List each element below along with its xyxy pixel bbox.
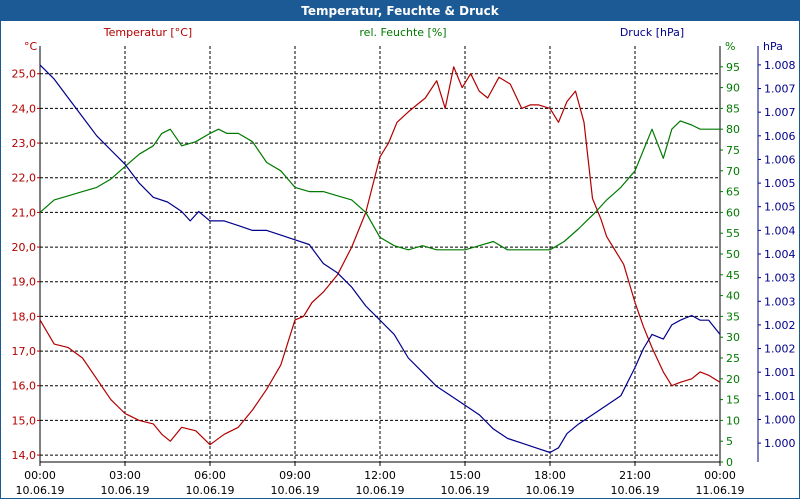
humidity-tick-label: 70 bbox=[726, 165, 740, 178]
humidity-tick-label: 80 bbox=[726, 123, 740, 136]
humidity-tick-label: 20 bbox=[726, 373, 740, 386]
temp-tick-label: 15,0 bbox=[12, 414, 37, 427]
humidity-tick-label: 25 bbox=[726, 352, 740, 365]
x-tick-time: 06:00 bbox=[194, 469, 226, 482]
temp-tick-label: 22,0 bbox=[12, 172, 37, 185]
x-tick-date: 10.06.19 bbox=[101, 484, 150, 497]
pressure-tick-label: 1.004 bbox=[764, 224, 796, 237]
temp-tick-label: 16,0 bbox=[12, 380, 37, 393]
pressure-tick-label: 1.005 bbox=[764, 177, 796, 190]
x-tick-date: 11.06.19 bbox=[696, 484, 745, 497]
temperature-unit-label: °C bbox=[24, 40, 38, 53]
humidity-tick-label: 75 bbox=[726, 144, 740, 157]
humidity-tick-label: 50 bbox=[726, 248, 740, 261]
temp-tick-label: 19,0 bbox=[12, 276, 37, 289]
temp-tick-label: 24,0 bbox=[12, 102, 37, 115]
x-tick-date: 10.06.19 bbox=[356, 484, 405, 497]
humidity-tick-label: 15 bbox=[726, 394, 740, 407]
x-tick-date: 10.06.19 bbox=[271, 484, 320, 497]
temp-tick-label: 25,0 bbox=[12, 68, 37, 81]
humidity-tick-label: 45 bbox=[726, 269, 740, 282]
x-tick-time: 09:00 bbox=[279, 469, 311, 482]
temp-tick-label: 18,0 bbox=[12, 310, 37, 323]
humidity-tick-label: 30 bbox=[726, 331, 740, 344]
pressure-tick-label: 1.004 bbox=[764, 248, 796, 261]
humidity-tick-label: 55 bbox=[726, 227, 740, 240]
tick-labels: 14,0 15,0 16,0 17,0 18,0 19,0 20,0 21,0 22,0 23,0… bbox=[12, 59, 796, 497]
temp-tick-label: 21,0 bbox=[12, 206, 37, 219]
humidity-tick-label: 90 bbox=[726, 82, 740, 95]
chart-title: Temperatur, Feuchte & Druck bbox=[0, 0, 800, 21]
data-series bbox=[39, 64, 721, 454]
temp-tick-label: 17,0 bbox=[12, 345, 37, 358]
pressure-tick-label: 1.003 bbox=[764, 272, 796, 285]
pressure-tick-label: 1.003 bbox=[764, 295, 796, 308]
pressure-tick-label: 1.007 bbox=[764, 83, 796, 96]
pressure-tick-label: 1.006 bbox=[764, 130, 796, 143]
x-tick-date: 10.06.19 bbox=[526, 484, 575, 497]
temp-tick-label: 14,0 bbox=[12, 449, 37, 462]
humidity-tick-label: 60 bbox=[726, 206, 740, 219]
pressure-tick-label: 1.002 bbox=[764, 343, 796, 356]
humidity-tick-label: 10 bbox=[726, 414, 740, 427]
pressure-unit-label: hPa bbox=[763, 40, 783, 53]
x-tick-time: 12:00 bbox=[364, 469, 396, 482]
humidity-tick-label: 40 bbox=[726, 290, 740, 303]
pressure-tick-label: 1.008 bbox=[764, 59, 796, 72]
x-tick-time: 00:00 bbox=[24, 469, 56, 482]
x-tick-time: 18:00 bbox=[534, 469, 566, 482]
x-tick-date: 10.06.19 bbox=[611, 484, 660, 497]
temp-tick-label: 20,0 bbox=[12, 241, 37, 254]
axis-labels: °C Temperatur [°C] rel. Feuchte [%] Druc… bbox=[24, 26, 783, 53]
humidity-tick-label: 85 bbox=[726, 102, 740, 115]
humidity-tick-label: 0 bbox=[726, 456, 733, 469]
temperature-series-line bbox=[39, 66, 721, 446]
pressure-tick-label: 1.005 bbox=[764, 201, 796, 214]
humidity-unit-label: % bbox=[725, 40, 735, 53]
x-tick-time: 03:00 bbox=[109, 469, 141, 482]
x-tick-date: 10.06.19 bbox=[441, 484, 490, 497]
pressure-series-line bbox=[39, 64, 721, 454]
x-tick-time: 00:00 bbox=[704, 469, 736, 482]
humidity-series-label: rel. Feuchte [%] bbox=[359, 26, 446, 39]
pressure-tick-label: 1.001 bbox=[764, 366, 796, 379]
humidity-tick-label: 95 bbox=[726, 61, 740, 74]
grid-lines bbox=[39, 46, 759, 463]
x-tick-date: 10.06.19 bbox=[16, 484, 65, 497]
temp-tick-label: 23,0 bbox=[12, 137, 37, 150]
pressure-tick-label: 1.006 bbox=[764, 153, 796, 166]
humidity-tick-label: 35 bbox=[726, 310, 740, 323]
pressure-tick-label: 1.007 bbox=[764, 106, 796, 119]
pressure-series-label: Druck [hPa] bbox=[620, 26, 684, 39]
pressure-tick-label: 1.001 bbox=[764, 390, 796, 403]
humidity-tick-label: 65 bbox=[726, 186, 740, 199]
pressure-tick-label: 1.000 bbox=[764, 413, 796, 426]
pressure-tick-label: 1.000 bbox=[764, 437, 796, 450]
temperature-series-label: Temperatur [°C] bbox=[103, 26, 192, 39]
x-tick-date: 10.06.19 bbox=[186, 484, 235, 497]
pressure-tick-label: 1.002 bbox=[764, 319, 796, 332]
x-tick-time: 15:00 bbox=[449, 469, 481, 482]
humidity-tick-label: 5 bbox=[726, 435, 733, 448]
x-tick-time: 21:00 bbox=[619, 469, 651, 482]
humidity-series-line bbox=[39, 120, 720, 251]
